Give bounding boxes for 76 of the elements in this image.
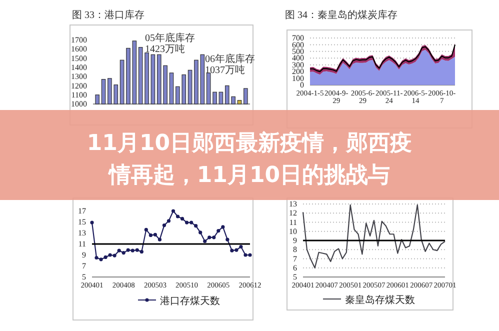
y-tick-label: 13 (289, 200, 297, 209)
point (226, 238, 230, 242)
point (239, 244, 243, 249)
point (90, 220, 94, 224)
y-tick-label: 300 (292, 60, 304, 70)
point (112, 254, 116, 258)
point (135, 248, 139, 252)
y-tick-label: 100 (292, 74, 304, 83)
y-tick-label: 1300 (71, 72, 87, 82)
point (130, 248, 134, 252)
y-tick-label: 1000 (71, 100, 87, 109)
point (230, 248, 234, 252)
point (248, 253, 252, 257)
point (140, 250, 144, 254)
point (117, 248, 121, 252)
y-tick-label: 6 (293, 263, 297, 272)
point (148, 233, 152, 237)
point (122, 251, 126, 255)
y-tick-label: 11 (78, 240, 86, 249)
point (180, 216, 184, 220)
y-tick-label: 1100 (71, 90, 87, 100)
y-tick-label: 1400 (71, 62, 87, 72)
point (203, 239, 207, 244)
point (99, 258, 103, 262)
y-tick-label: 11 (289, 218, 297, 227)
y-tick-label: 1700 (71, 36, 87, 45)
y-tick-label: 9 (82, 250, 86, 260)
y-tick-label: 1500 (71, 54, 87, 63)
point (194, 224, 198, 228)
legend-label: 港口存煤天数 (160, 295, 220, 307)
chart-title: 图 34：秦皇岛的煤炭库存 (285, 9, 398, 21)
point (166, 219, 171, 223)
y-tick-label: 400 (292, 54, 304, 63)
y-tick-label: 600 (292, 40, 304, 50)
point (104, 255, 108, 259)
point (185, 220, 189, 224)
point (221, 225, 225, 229)
y-tick-label: 13 (78, 228, 86, 238)
y-tick-label: 17 (78, 206, 86, 216)
point (108, 253, 112, 257)
y-tick-label: 9 (293, 236, 297, 246)
y-tick-label: 0 (300, 80, 304, 90)
point (190, 220, 194, 224)
y-tick-label: 700 (292, 34, 304, 43)
y-tick-label: 10 (289, 226, 297, 236)
point (171, 209, 176, 213)
y-tick-label: 8 (293, 245, 297, 254)
text: 11月10日郧西最新疫情，郧西疫情再起，11月10日的挑战与 (86, 130, 412, 188)
legend-label: 秦皇岛存煤天数 (345, 294, 415, 306)
y-tick-label: 200 (292, 67, 304, 76)
point (216, 229, 220, 233)
y-tick-label: 5 (82, 272, 86, 282)
point (208, 236, 212, 240)
annotation: 05年底库存 1423万吨 (145, 32, 195, 55)
point (198, 230, 202, 234)
y-tick-label: 7 (82, 262, 86, 271)
point (176, 214, 180, 218)
y-tick-label: 5 (293, 272, 297, 282)
y-tick-label: 7 (293, 254, 297, 264)
y-tick-label: 12 (289, 208, 297, 218)
line-series (302, 204, 446, 268)
point (158, 238, 162, 242)
point (153, 232, 157, 236)
point (234, 248, 238, 252)
point (94, 256, 98, 260)
point (244, 253, 248, 257)
y-tick-label: 1600 (71, 44, 87, 54)
point (144, 228, 148, 232)
y-tick-label: 1200 (71, 81, 87, 90)
annotation: 06年底库存 1037万吨 (205, 53, 255, 76)
y-tick-label: 15 (78, 218, 86, 227)
chart-title: 图 33：港口库存 (72, 9, 144, 21)
point (126, 248, 130, 252)
point (162, 224, 166, 228)
point (212, 236, 216, 240)
y-tick-label: 500 (292, 46, 304, 56)
